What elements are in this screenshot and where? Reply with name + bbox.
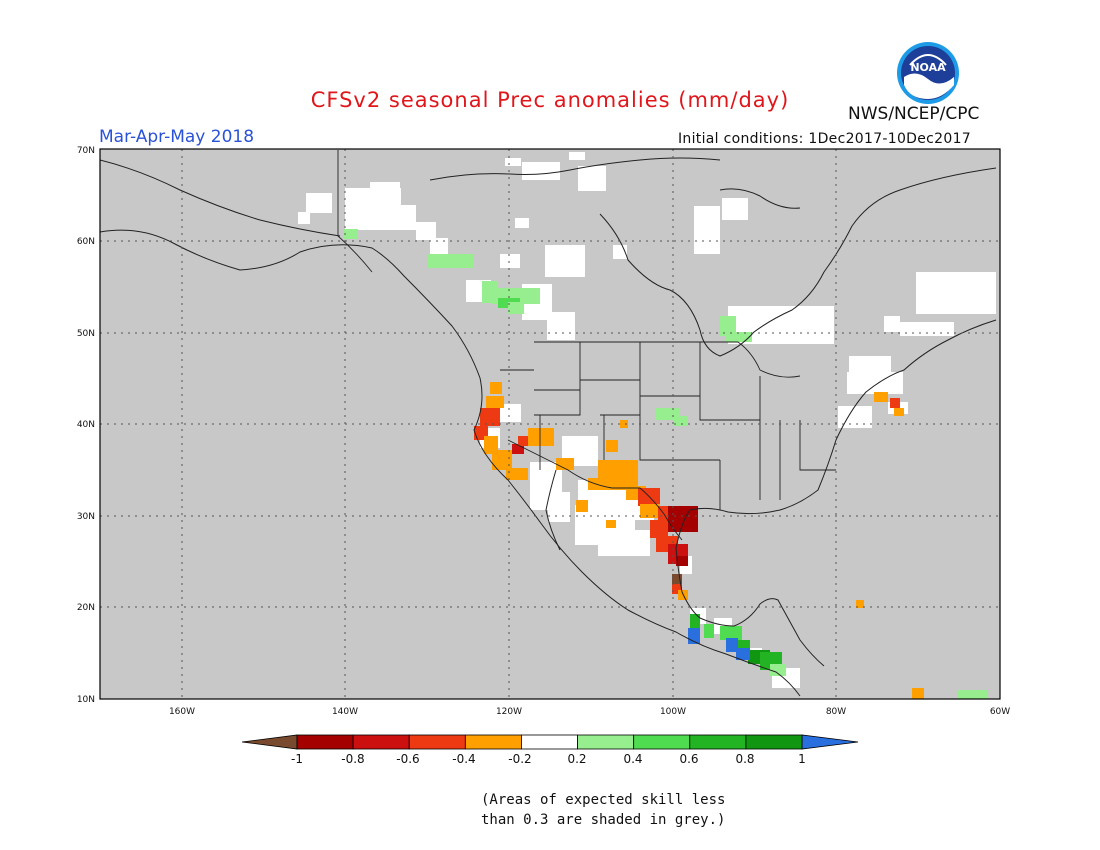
svg-text:NOAA: NOAA — [910, 61, 946, 74]
color-bar-tick-label: -0.6 — [396, 752, 419, 766]
dry-anomaly-areas — [474, 382, 924, 699]
color-bar-bin — [577, 734, 635, 750]
lon-label: 140W — [332, 707, 358, 717]
map-title: CFSv2 seasonal Prec anomalies (mm/day) — [310, 88, 790, 112]
color-bar-bin — [521, 734, 578, 750]
color-bar-bin — [408, 734, 466, 750]
lat-label: 10N — [77, 695, 95, 705]
color-bar-labels: -1 -0.8 -0.6 -0.4 -0.2 0.2 0.4 0.6 0.8 1 — [291, 752, 806, 766]
borders — [337, 150, 836, 541]
color-bar-bin — [352, 734, 410, 750]
anomaly-layer — [100, 149, 1000, 699]
lon-label: 60W — [990, 707, 1010, 717]
color-bar — [241, 734, 859, 750]
lat-label: 20N — [77, 603, 95, 613]
longitude-labels: 160W 140W 120W 100W 80W 60W — [169, 707, 1010, 717]
lon-label: 100W — [660, 707, 686, 717]
color-bar-bin — [689, 734, 747, 750]
color-bar-tick-label: 0.8 — [735, 752, 754, 766]
lat-label: 50N — [77, 329, 95, 339]
coastlines — [100, 157, 997, 697]
color-bar-tick-label: 1 — [798, 752, 806, 766]
season-label: Mar-Apr-May 2018 — [99, 127, 255, 147]
lat-label: 70N — [77, 146, 95, 156]
skill-note-line2: than 0.3 are shaded in grey.) — [481, 812, 726, 828]
color-bar-high-arrow — [801, 734, 859, 750]
lat-label: 30N — [77, 512, 95, 522]
color-bar-tick-label: -0.2 — [508, 752, 531, 766]
latitude-labels: 70N 60N 50N 40N 30N 20N 10N — [77, 146, 95, 705]
near-normal-areas — [298, 152, 996, 688]
color-bar-bin — [464, 734, 522, 750]
agency-label: NWS/NCEP/CPC — [848, 104, 980, 124]
color-bar-bin — [745, 734, 803, 750]
lon-label: 120W — [496, 707, 522, 717]
lat-label: 40N — [77, 420, 95, 430]
color-bar-tick-label: -0.8 — [341, 752, 364, 766]
color-bar-tick-label: 0.6 — [679, 752, 698, 766]
color-bar-low-arrow — [241, 734, 298, 750]
map-frame — [99, 148, 1001, 700]
color-bar-tick-label: -1 — [291, 752, 303, 766]
lon-label: 80W — [826, 707, 846, 717]
color-bar-tick-label: 0.4 — [623, 752, 642, 766]
initial-conditions-label: Initial conditions: 1Dec2017-10Dec2017 — [678, 131, 971, 147]
lon-label: 160W — [169, 707, 195, 717]
color-bar-tick-label: 0.2 — [567, 752, 586, 766]
color-bar-tick-label: -0.4 — [452, 752, 475, 766]
lat-label: 60N — [77, 237, 95, 247]
graticule — [100, 149, 1000, 699]
color-bar-bin — [296, 734, 354, 750]
noaa-logo: NOAA — [897, 42, 959, 104]
skill-note-line1: (Areas of expected skill less — [481, 792, 726, 808]
color-bar-bin — [633, 734, 691, 750]
